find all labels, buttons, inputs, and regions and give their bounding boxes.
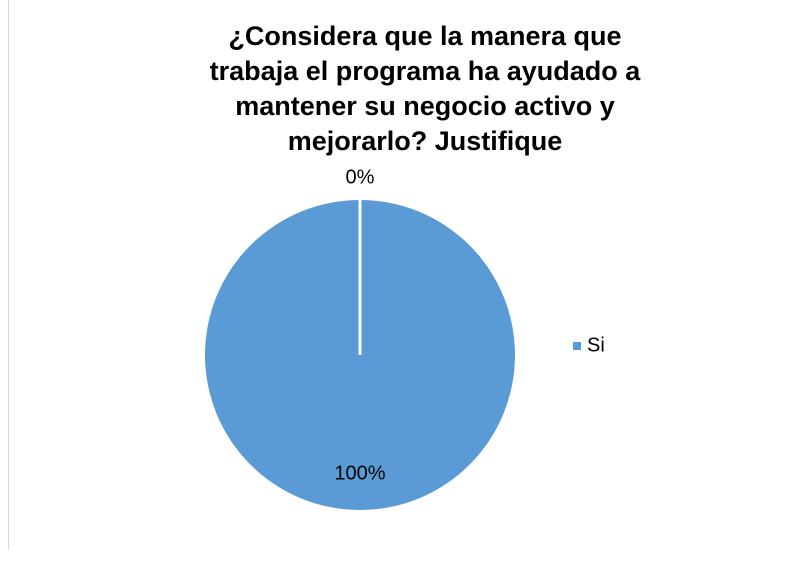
legend-swatch [573,342,581,350]
legend-label: Si [587,334,605,356]
data-label: 100% [334,463,385,485]
chart-title: ¿Considera que la manera que trabaja el p… [210,21,642,156]
data-label: 0% [346,166,375,188]
